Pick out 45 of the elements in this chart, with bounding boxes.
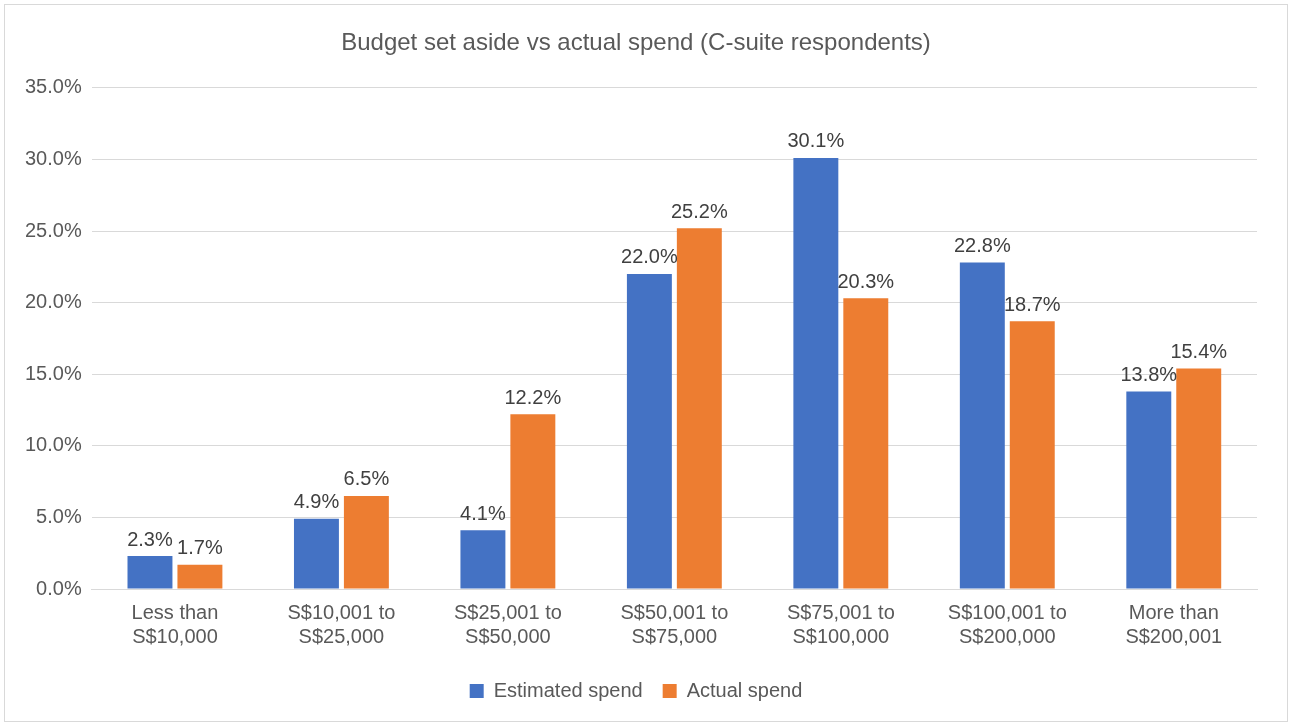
bar xyxy=(676,228,722,589)
y-tick-label: 15.0% xyxy=(24,361,82,384)
bar xyxy=(843,298,889,589)
bar xyxy=(793,157,839,589)
data-label: 2.3% xyxy=(127,527,173,550)
y-tick-label: 10.0% xyxy=(24,433,82,456)
y-tick-label: 25.0% xyxy=(24,218,82,241)
bar xyxy=(293,518,339,589)
data-label: 25.2% xyxy=(670,199,728,222)
bar xyxy=(959,262,1005,589)
bar xyxy=(626,273,672,589)
data-label: 22.0% xyxy=(621,245,678,268)
y-tick-label: 0.0% xyxy=(36,576,82,599)
x-tick-label: S$50,001 to S$75,000 xyxy=(620,600,729,647)
bar xyxy=(127,556,173,589)
legend-label: Estimated spend xyxy=(493,678,643,701)
data-label: 4.9% xyxy=(293,490,340,513)
data-label: 20.3% xyxy=(837,269,895,292)
bar xyxy=(510,414,556,589)
data-label: 4.1% xyxy=(460,501,506,524)
x-tick-label: S$75,001 to S$100,000 xyxy=(786,600,895,647)
x-tick-label: S$10,001 to S$25,000 xyxy=(287,600,396,647)
x-tick-label: Less than S$10,000 xyxy=(131,600,219,647)
y-tick-label: 35.0% xyxy=(24,75,82,98)
y-tick-label: 30.0% xyxy=(24,146,82,169)
legend-label: Actual spend xyxy=(686,678,803,701)
x-tick-label: S$25,001 to S$50,000 xyxy=(453,600,562,647)
bar xyxy=(177,564,223,589)
bar xyxy=(343,495,389,589)
data-label: 18.7% xyxy=(1003,292,1061,315)
x-tick-label: More than S$200,001 xyxy=(1125,600,1223,647)
bar xyxy=(1176,368,1222,589)
bar xyxy=(460,530,506,589)
bar xyxy=(1126,391,1172,589)
x-tick-label: S$100,001 to S$200,000 xyxy=(947,600,1067,647)
data-label: 30.1% xyxy=(787,129,845,152)
data-label: 12.2% xyxy=(504,385,562,408)
data-label: 15.4% xyxy=(1170,339,1228,362)
data-label: 6.5% xyxy=(343,467,390,490)
y-tick-label: 20.0% xyxy=(24,290,82,313)
chart-title: Budget set aside vs actual spend (C-suite respondents) xyxy=(341,28,931,56)
data-label: 1.7% xyxy=(177,536,223,559)
bar xyxy=(1009,321,1055,589)
data-label: 22.8% xyxy=(953,234,1011,257)
y-tick-label: 5.0% xyxy=(36,504,82,527)
